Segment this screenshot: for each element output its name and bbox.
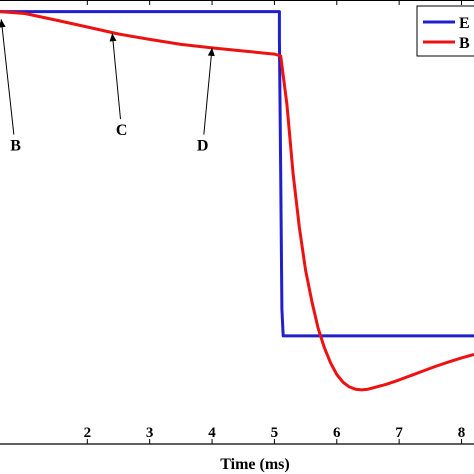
legend-label: E [459, 15, 470, 32]
x-tick-label: 5 [271, 425, 279, 441]
series-layer [0, 10, 474, 392]
annotation-arrowhead [0, 19, 6, 28]
annotation-label: D [197, 138, 209, 155]
annotations: B C D [0, 19, 215, 155]
axes: 2 3 4 5 6 7 8 [0, 0, 474, 445]
legend-label: B [459, 35, 470, 52]
annotation-arrow [203, 47, 213, 135]
x-axis-label: Time (ms) [220, 456, 289, 473]
legend: EB [416, 5, 474, 57]
annotation-arrowhead [207, 47, 215, 57]
annotation-arrow [0, 19, 15, 135]
x-tick-label: 3 [146, 425, 154, 441]
x-tick-label: 4 [208, 425, 216, 441]
annotation-label: C [116, 122, 128, 139]
series-line-e [0, 10, 474, 338]
annotation-label: B [10, 138, 21, 155]
x-tick-label: 2 [84, 425, 92, 441]
x-tick-label: 8 [458, 425, 466, 441]
x-tick-label: 7 [395, 425, 403, 441]
series-line-b [0, 10, 474, 392]
annotation-arrow [111, 33, 121, 120]
legend-box [416, 5, 474, 57]
x-tick-label: 6 [333, 425, 341, 441]
annotation-arrowhead [109, 33, 117, 42]
